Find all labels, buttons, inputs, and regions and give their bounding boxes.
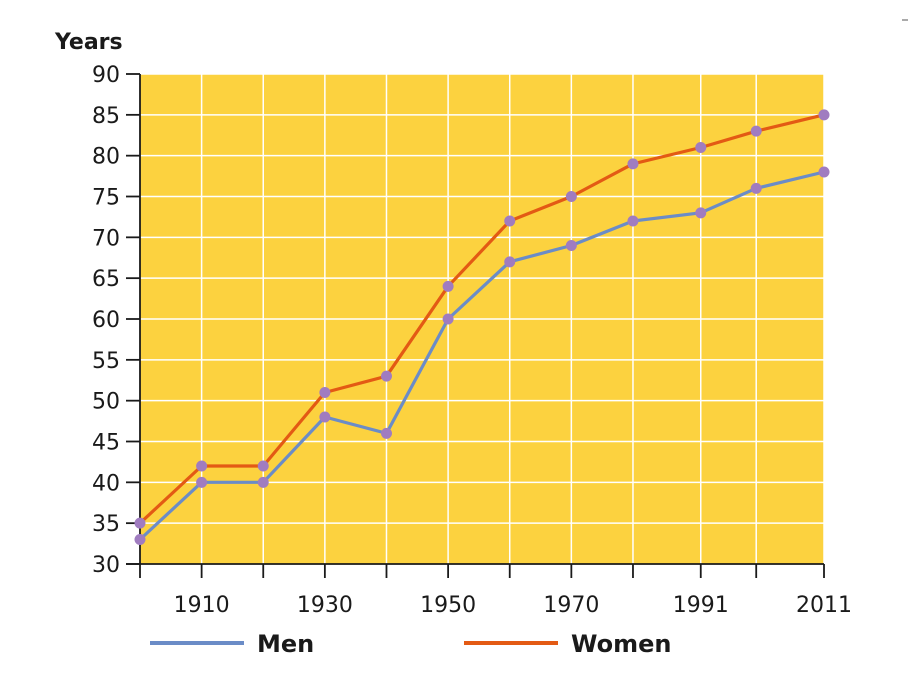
y-tick-label: 55: [92, 349, 120, 374]
y-tick-label: 50: [92, 390, 120, 415]
y-tick-label: 75: [92, 186, 120, 211]
data-point-women: [319, 387, 331, 398]
x-tick-label: 1991: [673, 593, 729, 618]
y-tick-label: 65: [92, 267, 120, 292]
x-tick-label: 2011: [796, 593, 852, 618]
data-point-men: [504, 256, 516, 268]
x-tick-label: 1970: [543, 593, 599, 618]
data-point-men: [818, 166, 830, 178]
y-tick-label: 85: [92, 104, 120, 129]
data-point-men: [695, 207, 707, 219]
data-point-women: [750, 125, 762, 137]
x-tick-label: 1910: [174, 593, 230, 618]
y-axis-label: Years: [54, 30, 123, 55]
y-tick-label: 70: [92, 226, 120, 251]
series-group: [134, 109, 830, 545]
data-point-women: [134, 517, 146, 529]
y-axis-ticks: 30 35 40 45 50 55 60 65 70 75 80 85 90: [92, 63, 140, 578]
data-point-women: [627, 158, 639, 170]
data-point-men: [565, 240, 577, 251]
data-point-women: [442, 280, 454, 292]
legend-label-women: Women: [571, 630, 671, 658]
data-point-men: [257, 476, 269, 488]
y-tick-label: 45: [92, 431, 120, 456]
data-point-women: [504, 215, 516, 227]
legend: Men Women: [150, 630, 671, 658]
data-point-men: [319, 411, 331, 423]
x-tick-label: 1950: [420, 593, 476, 618]
y-tick-label: 90: [92, 63, 120, 88]
data-point-men: [627, 215, 639, 227]
data-point-women: [257, 460, 269, 472]
data-point-women: [695, 142, 707, 153]
y-tick-label: 30: [92, 553, 120, 578]
y-tick-label: 60: [92, 308, 120, 333]
series-line-women: [138, 113, 825, 525]
series-line-men: [138, 170, 825, 541]
y-tick-label: 80: [92, 145, 120, 170]
data-point-men: [380, 427, 392, 439]
data-point-men: [196, 476, 208, 488]
data-point-men: [134, 534, 146, 545]
x-axis-ticks: 1910 1930 1950 1970 1991 2011: [139, 564, 852, 618]
y-tick-label: 40: [92, 471, 120, 496]
legend-label-men: Men: [257, 630, 314, 658]
data-point-men: [750, 182, 762, 194]
y-tick-label: 35: [92, 512, 120, 537]
data-point-women: [565, 191, 577, 202]
data-point-women: [380, 370, 392, 382]
data-point-women: [196, 460, 208, 472]
x-tick-label: 1930: [297, 593, 353, 618]
grid: [140, 73, 825, 564]
data-point-women: [818, 109, 830, 121]
data-point-men: [442, 313, 454, 325]
